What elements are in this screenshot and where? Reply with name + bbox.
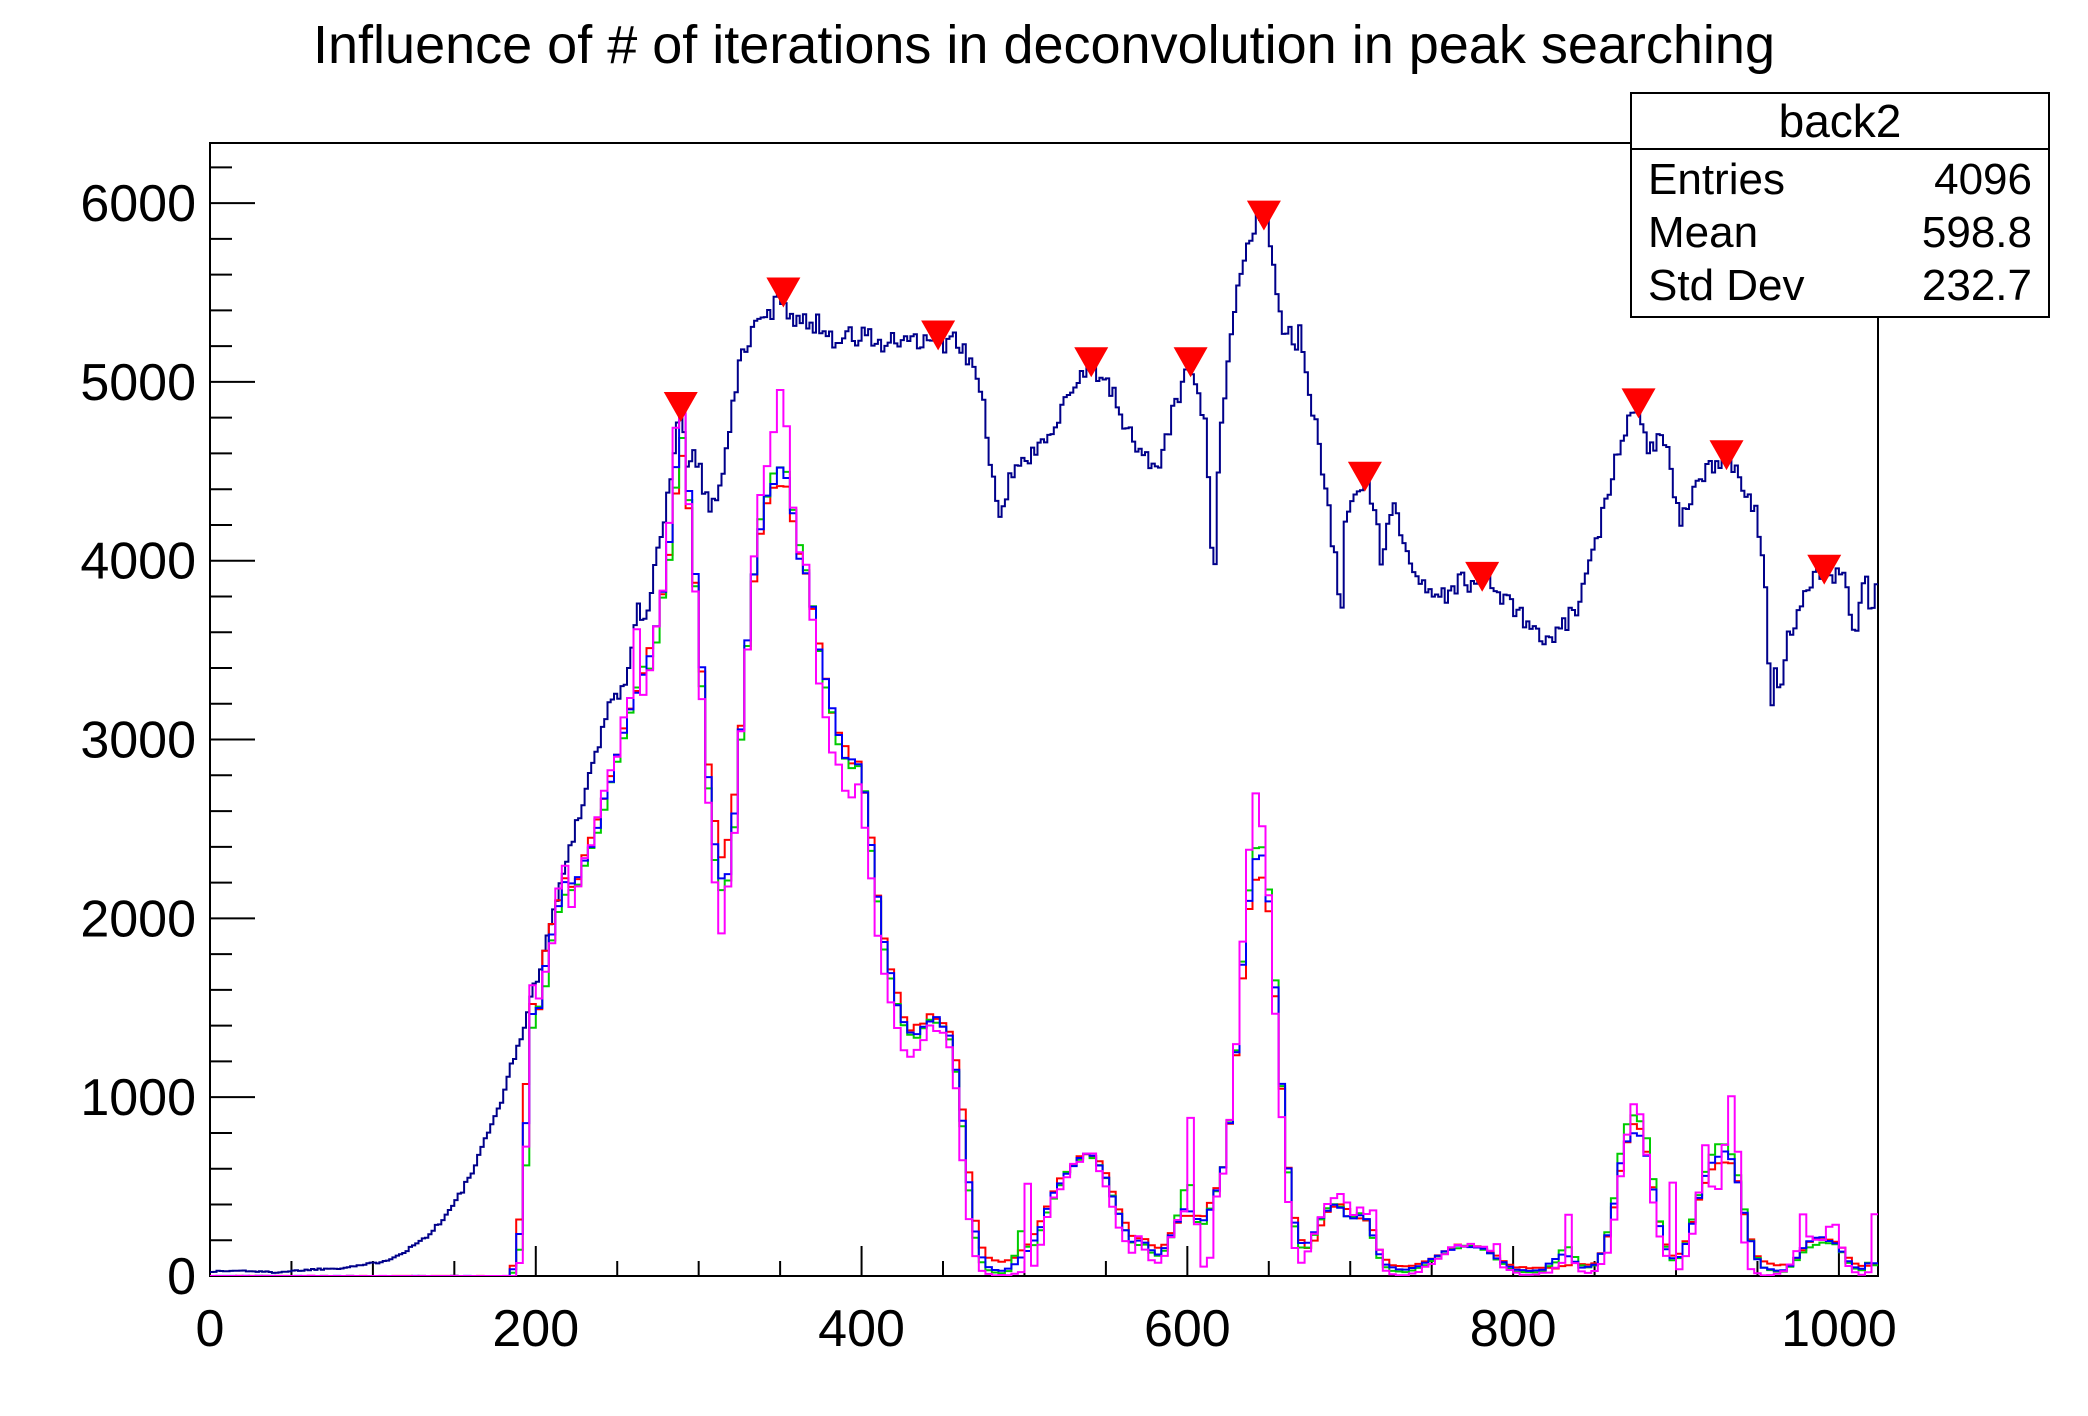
page-title: Influence of # of iterations in deconvol… <box>313 15 1775 75</box>
x-tick-label: 400 <box>818 1300 905 1358</box>
x-tick-label: 600 <box>1144 1300 1231 1358</box>
peak-marker-triangle-icon <box>663 391 698 422</box>
x-tick-label: 800 <box>1470 1300 1557 1358</box>
deconvolution-blue <box>210 412 1878 1276</box>
stats-value: 4096 <box>1934 155 2032 205</box>
series-curves <box>210 212 1878 1276</box>
x-tick-label: 200 <box>492 1300 579 1358</box>
y-tick-label: 2000 <box>80 890 196 948</box>
peak-marker-triangle-icon <box>921 320 956 351</box>
stats-label: Mean <box>1648 207 1759 257</box>
peak-marker-triangle-icon <box>1074 347 1109 378</box>
x-tick-label: 1000 <box>1781 1300 1897 1358</box>
y-axis-labels: 0 1000 2000 3000 4000 5000 6000 <box>80 175 196 1306</box>
peak-marker-triangle-icon <box>766 277 801 308</box>
stats-box-rows: Entries 4096 Mean 598.8 Std Dev 232.7 <box>1632 150 2048 316</box>
peak-marker-triangle-icon <box>1173 347 1208 378</box>
x-tick-label: 0 <box>196 1300 225 1358</box>
deconvolution-magenta <box>210 389 1878 1276</box>
stats-box-title: back2 <box>1632 94 2048 150</box>
deconvolution-red <box>210 454 1878 1276</box>
stats-row-mean: Mean 598.8 <box>1632 207 2048 259</box>
peak-marker-triangle-icon <box>1621 388 1656 419</box>
stats-label: Std Dev <box>1648 260 1805 310</box>
peak-marker-triangle-icon <box>1246 200 1281 231</box>
y-tick-label: 1000 <box>80 1069 196 1127</box>
y-tick-label: 0 <box>167 1248 196 1306</box>
y-tick-label: 4000 <box>80 533 196 591</box>
stats-label: Entries <box>1648 155 1785 205</box>
stats-row-entries: Entries 4096 <box>1632 154 2048 206</box>
stats-value: 598.8 <box>1921 207 2032 257</box>
deconvolution-green <box>210 437 1878 1276</box>
y-tick-label: 6000 <box>80 175 196 233</box>
spectrum-back2 <box>210 212 1878 1274</box>
peak-marker-triangle-icon <box>1807 554 1842 585</box>
y-tick-label: 5000 <box>80 354 196 412</box>
peak-marker-triangle-icon <box>1709 440 1744 471</box>
axis-ticks <box>209 166 1840 1277</box>
stats-value: 232.7 <box>1921 260 2032 310</box>
peak-marker-triangle-icon <box>1465 561 1500 592</box>
peak-markers <box>663 200 1842 592</box>
plot-frame <box>209 142 1879 1277</box>
peak-marker-triangle-icon <box>1347 461 1382 492</box>
x-axis-labels: 0 200 400 600 800 1000 <box>196 1300 1897 1358</box>
stats-row-stddev: Std Dev 232.7 <box>1632 260 2048 312</box>
y-tick-label: 3000 <box>80 712 196 770</box>
stats-box: back2 Entries 4096 Mean 598.8 Std Dev 23… <box>1630 92 2050 318</box>
